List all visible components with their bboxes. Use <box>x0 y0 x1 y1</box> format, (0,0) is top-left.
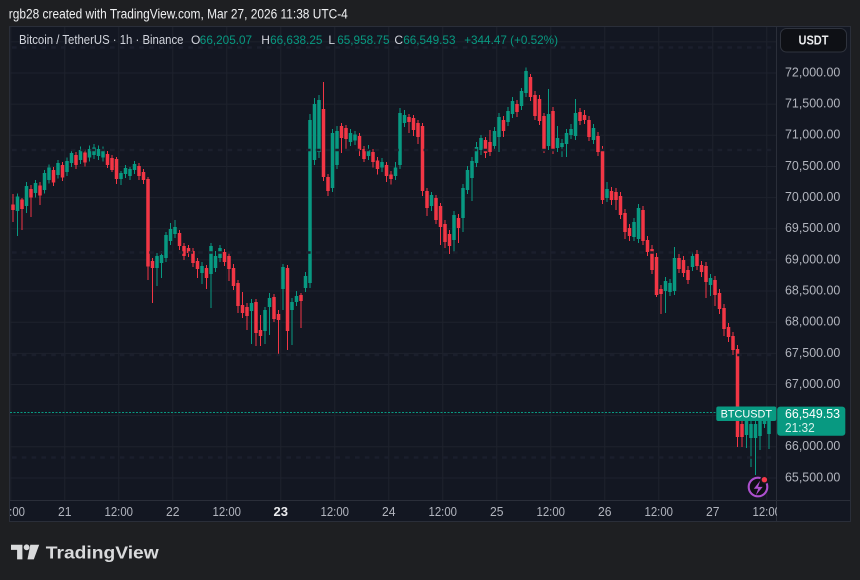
svg-text:70,000.00: 70,000.00 <box>785 189 840 204</box>
svg-text:26: 26 <box>598 504 612 519</box>
svg-text:12:00: 12:00 <box>213 504 241 519</box>
svg-text:12:00: 12:00 <box>753 504 781 519</box>
svg-text:70,500.00: 70,500.00 <box>785 158 840 173</box>
svg-text:65,958.75: 65,958.75 <box>337 33 390 47</box>
svg-text:67,500.00: 67,500.00 <box>785 345 840 360</box>
svg-text:C: C <box>394 33 403 47</box>
svg-text:66,638.25: 66,638.25 <box>270 33 323 47</box>
svg-text:12:00: 12:00 <box>105 504 133 519</box>
svg-text:+344.47 (+0.52%): +344.47 (+0.52%) <box>464 33 558 47</box>
svg-text:66,205.07: 66,205.07 <box>200 33 253 47</box>
svg-text:23: 23 <box>274 504 289 519</box>
svg-text:66,549.53: 66,549.53 <box>403 33 456 47</box>
svg-text:69,000.00: 69,000.00 <box>785 251 840 266</box>
svg-text:22: 22 <box>166 504 180 519</box>
svg-text:BTCUSDT: BTCUSDT <box>721 409 773 421</box>
svg-text:L: L <box>328 33 335 47</box>
svg-text:12:00: 12:00 <box>0 504 25 519</box>
svg-text:67,000.00: 67,000.00 <box>785 376 840 391</box>
svg-text:12:00: 12:00 <box>321 504 349 519</box>
svg-text:USDT: USDT <box>799 33 829 48</box>
svg-text:24: 24 <box>382 504 396 519</box>
svg-text:66,549.53: 66,549.53 <box>785 406 840 421</box>
svg-text:O: O <box>191 33 200 47</box>
svg-text:12:00: 12:00 <box>645 504 673 519</box>
svg-text:27: 27 <box>706 504 720 519</box>
svg-text:68,000.00: 68,000.00 <box>785 314 840 329</box>
svg-text:65,500.00: 65,500.00 <box>785 469 840 484</box>
svg-text:25: 25 <box>490 504 504 519</box>
svg-text:71,500.00: 71,500.00 <box>785 96 840 111</box>
svg-text:66,000.00: 66,000.00 <box>785 438 840 453</box>
svg-text:69,500.00: 69,500.00 <box>785 220 840 235</box>
svg-text:rgb28 created with TradingView: rgb28 created with TradingView.com, Mar … <box>9 7 348 22</box>
svg-text:TradingView: TradingView <box>46 543 159 563</box>
svg-text:12:00: 12:00 <box>537 504 565 519</box>
svg-text:21: 21 <box>58 504 72 519</box>
svg-text:72,000.00: 72,000.00 <box>785 64 840 79</box>
svg-text:68,500.00: 68,500.00 <box>785 282 840 297</box>
svg-text:H: H <box>261 33 270 47</box>
svg-text:71,000.00: 71,000.00 <box>785 127 840 142</box>
svg-text:Bitcoin / TetherUS · 1h · Bina: Bitcoin / TetherUS · 1h · Binance <box>19 33 184 47</box>
svg-text:12:00: 12:00 <box>429 504 457 519</box>
svg-text:21:32: 21:32 <box>785 420 815 435</box>
